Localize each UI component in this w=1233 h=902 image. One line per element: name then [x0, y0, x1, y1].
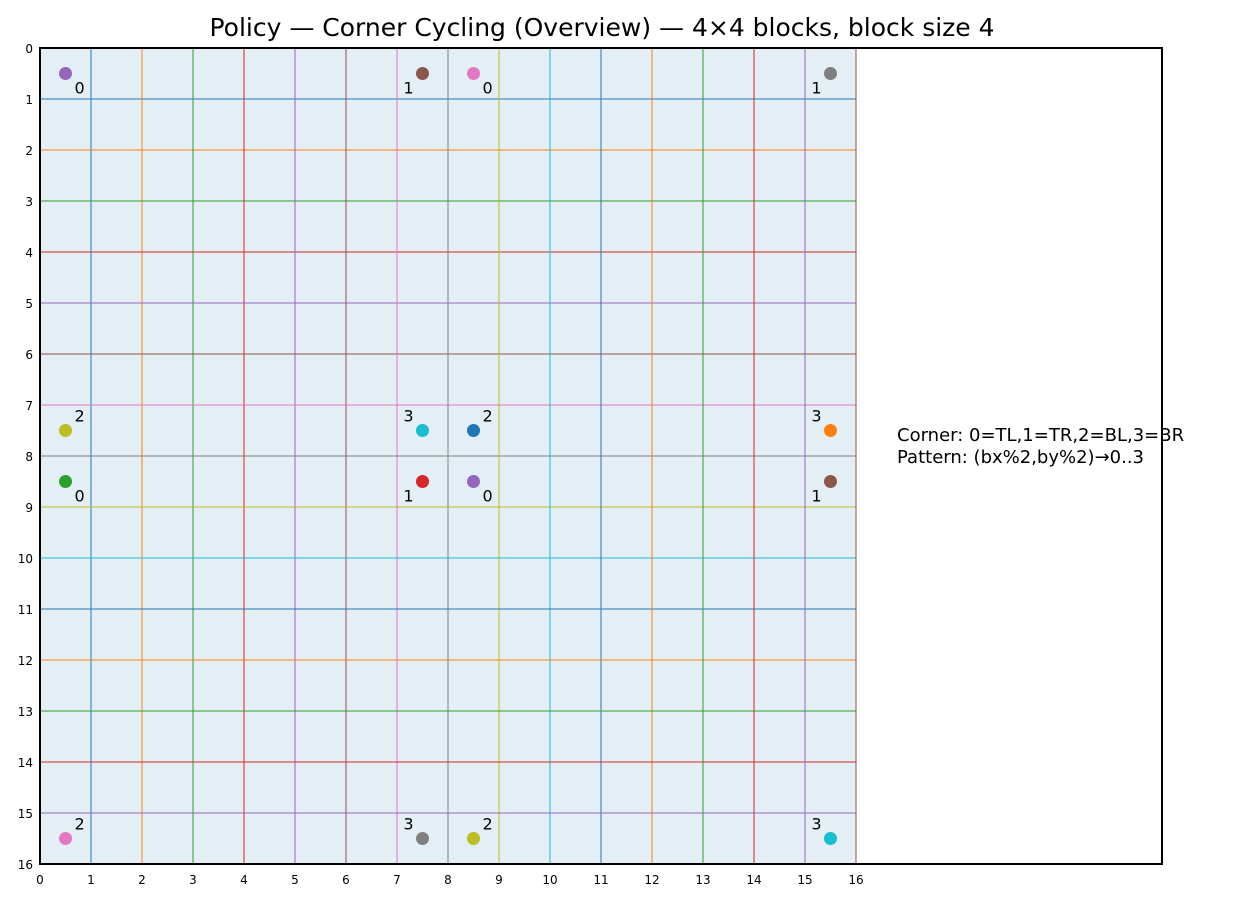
y-tick-label: 13: [18, 705, 33, 719]
point-marker: [467, 475, 480, 488]
y-tick-label: 5: [25, 297, 33, 311]
point-marker: [467, 67, 480, 80]
point-label: 2: [75, 407, 85, 426]
point-label: 1: [811, 487, 821, 506]
point-label: 3: [811, 815, 821, 834]
x-tick-label: 12: [644, 873, 659, 887]
annotation-pattern: Pattern: (bx%2,by%2)→0..3: [897, 447, 1144, 468]
point-label: 3: [403, 407, 413, 426]
point-label: 3: [403, 815, 413, 834]
point-marker: [416, 475, 429, 488]
x-axis: 0 1 2 3 4 5 6 7 8 9 10 11 12 13 14 15 16: [36, 873, 863, 887]
point-marker: [824, 475, 837, 488]
point-marker: [59, 832, 72, 845]
y-tick-label: 1: [25, 93, 33, 107]
point-label: 2: [75, 815, 85, 834]
x-tick-label: 8: [444, 873, 452, 887]
x-tick-label: 0: [36, 873, 44, 887]
point-marker: [416, 424, 429, 437]
point-marker: [416, 67, 429, 80]
point-label: 1: [403, 487, 413, 506]
y-tick-label: 4: [25, 246, 33, 260]
x-tick-label: 5: [291, 873, 299, 887]
y-tick-label: 11: [18, 603, 33, 617]
y-tick-label: 7: [25, 399, 33, 413]
chart-title: Policy — Corner Cycling (Overview) — 4×4…: [209, 13, 994, 42]
y-tick-label: 2: [25, 144, 33, 158]
x-tick-label: 10: [542, 873, 557, 887]
point-label: 0: [483, 79, 493, 98]
y-tick-label: 6: [25, 348, 33, 362]
y-tick-label: 15: [18, 807, 33, 821]
point-label: 3: [811, 407, 821, 426]
x-tick-label: 4: [240, 873, 248, 887]
y-tick-label: 0: [25, 42, 33, 56]
point-label: 0: [483, 487, 493, 506]
point-marker: [824, 832, 837, 845]
x-tick-label: 2: [138, 873, 146, 887]
y-tick-label: 16: [18, 858, 33, 872]
x-tick-label: 9: [495, 873, 503, 887]
x-tick-label: 7: [393, 873, 401, 887]
y-tick-label: 9: [25, 501, 33, 515]
y-tick-label: 14: [18, 756, 33, 770]
x-tick-label: 11: [593, 873, 608, 887]
point-label: 2: [483, 815, 493, 834]
points: 0 1 0 1 2 3 2 3 0 1 0 1 2 3 2 3: [59, 67, 837, 845]
point-marker: [467, 424, 480, 437]
point-marker: [59, 475, 72, 488]
x-tick-label: 3: [189, 873, 197, 887]
point-marker: [824, 424, 837, 437]
x-tick-label: 16: [848, 873, 863, 887]
point-label: 0: [75, 487, 85, 506]
x-tick-label: 6: [342, 873, 350, 887]
x-tick-label: 13: [695, 873, 710, 887]
point-marker: [467, 832, 480, 845]
point-marker: [59, 424, 72, 437]
point-label: 0: [75, 79, 85, 98]
point-label: 2: [483, 407, 493, 426]
point-label: 1: [811, 79, 821, 98]
point-marker: [416, 832, 429, 845]
point-marker: [824, 67, 837, 80]
point-label: 1: [403, 79, 413, 98]
y-tick-label: 10: [18, 552, 33, 566]
x-tick-label: 1: [87, 873, 95, 887]
y-tick-label: 12: [18, 654, 33, 668]
y-tick-label: 8: [25, 450, 33, 464]
x-tick-label: 14: [746, 873, 761, 887]
annotation-corner: Corner: 0=TL,1=TR,2=BL,3=BR: [897, 425, 1184, 446]
gridlines: [40, 48, 857, 865]
y-tick-label: 3: [25, 195, 33, 209]
plot-frame: [39, 47, 1163, 865]
point-marker: [59, 67, 72, 80]
x-tick-label: 15: [797, 873, 812, 887]
